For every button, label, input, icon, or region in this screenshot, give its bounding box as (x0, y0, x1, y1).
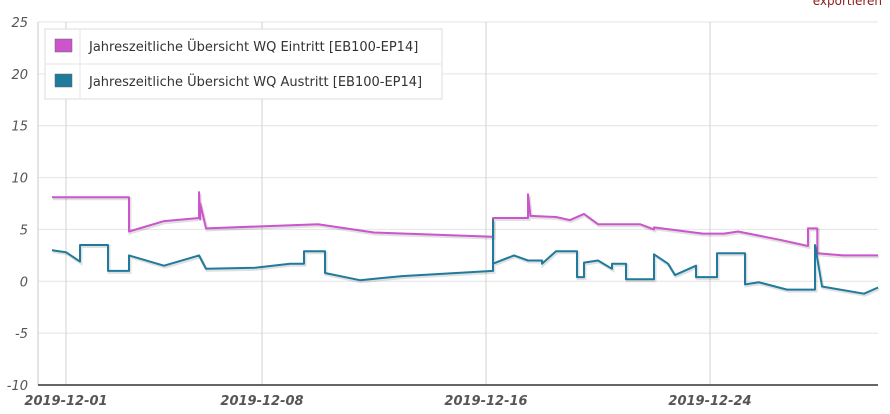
y-tick-label: 25 (11, 16, 28, 31)
y-tick-label: -5 (15, 327, 28, 342)
export-link[interactable]: exportieren (812, 0, 882, 8)
x-tick-label: 2019-12-16 (444, 394, 527, 409)
legend-swatch-2[interactable] (54, 73, 73, 88)
y-tick-label: 5 (20, 223, 28, 238)
series-line-2 (51, 219, 879, 295)
y-tick-label: 20 (11, 68, 28, 83)
legend-swatch-1[interactable] (54, 38, 73, 53)
series-line-1 (52, 191, 878, 257)
x-tick-label: 2019-12-01 (24, 394, 107, 409)
x-tick-label: 2019-12-24 (668, 394, 751, 409)
series-shadow-1 (53, 193, 879, 259)
y-tick-label: 0 (20, 275, 28, 290)
legend: Jahreszeitliche Übersicht WQ Eintritt [E… (44, 28, 443, 100)
x-tick-label: 2019-12-08 (220, 394, 303, 409)
series-shadow-2 (52, 221, 880, 297)
legend-label-1[interactable]: Jahreszeitliche Übersicht WQ Eintritt [E… (88, 38, 418, 55)
y-tick-label: -10 (7, 379, 28, 394)
y-tick-label: 10 (11, 172, 28, 187)
legend-label-2[interactable]: Jahreszeitliche Übersicht WQ Austritt [E… (88, 73, 422, 90)
series-lines (51, 191, 880, 297)
grid (38, 21, 878, 386)
y-tick-label: 15 (11, 120, 28, 135)
